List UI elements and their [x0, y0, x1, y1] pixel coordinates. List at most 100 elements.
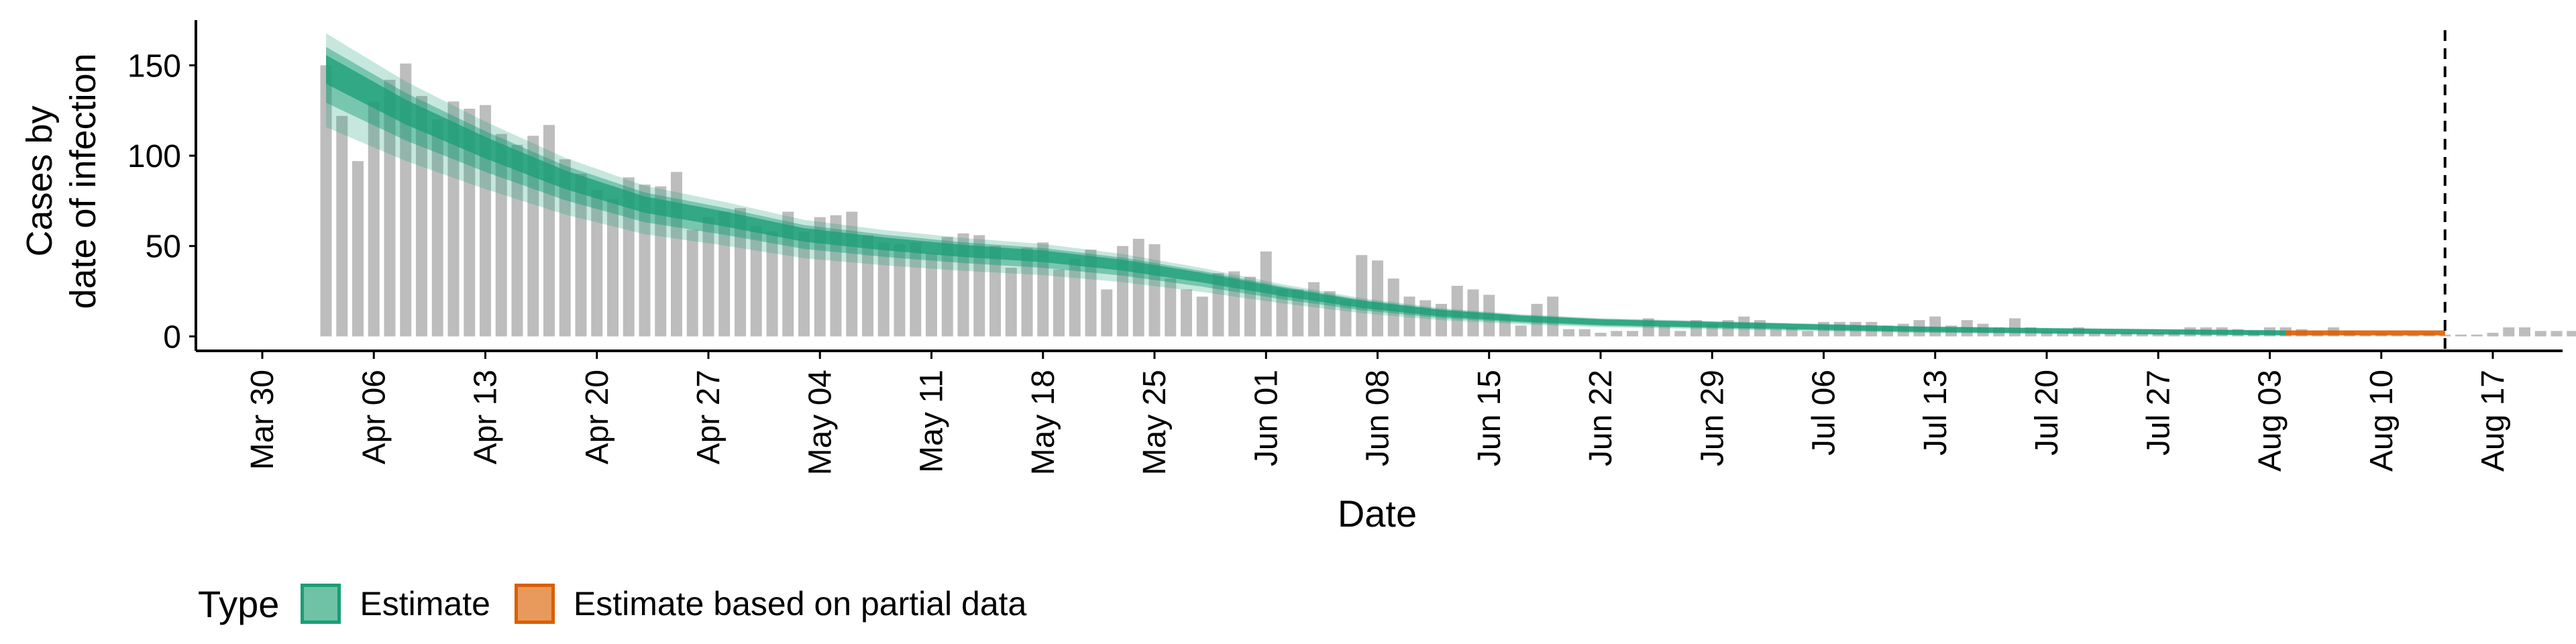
x-axis-title: Date: [1338, 492, 1417, 535]
case-bar: [782, 211, 794, 337]
x-tick-label: Jul 13: [1918, 370, 1953, 455]
case-bar: [1595, 333, 1607, 337]
legend-label-estimate: Estimate: [360, 585, 490, 623]
case-bar: [1101, 289, 1113, 337]
case-bar: [1196, 297, 1208, 337]
case-bar: [336, 115, 348, 337]
case-bar: [2152, 333, 2164, 337]
y-tick-label: 100: [127, 139, 181, 174]
case-bar: [384, 79, 396, 337]
case-bar: [1372, 260, 1383, 337]
x-tick-label: Apr 13: [468, 370, 504, 464]
case-bar: [894, 244, 906, 337]
case-bar: [2439, 334, 2451, 337]
case-bar: [1069, 258, 1081, 337]
case-bar: [2407, 334, 2419, 337]
case-bar: [718, 211, 731, 337]
x-tick-label: Jun 29: [1695, 370, 1730, 466]
case-bar: [2392, 334, 2403, 337]
x-tick-label: Aug 17: [2475, 370, 2511, 472]
case-bar: [400, 63, 412, 337]
case-bar: [1770, 329, 1782, 337]
case-bar: [464, 109, 476, 337]
case-bar: [368, 101, 380, 337]
case-bar: [559, 159, 571, 337]
case-bar: [1021, 248, 1033, 337]
case-bar: [607, 199, 619, 337]
case-bar: [1515, 325, 1527, 337]
case-bar: [527, 136, 539, 337]
y-tick-label: 50: [146, 229, 181, 265]
legend: Type Estimate Estimate based on partial …: [198, 577, 1051, 631]
case-bar: [591, 190, 603, 337]
case-bar: [1260, 251, 1272, 337]
case-bar: [941, 237, 953, 337]
y-axis-title: Cases by date of infection: [19, 53, 103, 309]
legend-key-estimate: [301, 584, 341, 624]
case-bar: [1053, 269, 1065, 337]
case-bar: [2088, 331, 2100, 337]
case-bar: [2551, 331, 2563, 337]
case-bar: [750, 226, 762, 337]
case-bar: [2519, 327, 2530, 337]
case-bar: [639, 184, 651, 337]
y-tick-label: 150: [127, 48, 181, 84]
case-bar: [575, 173, 587, 337]
x-tick-label: May 25: [1137, 370, 1173, 475]
case-bar: [1356, 255, 1368, 337]
case-bar: [1148, 244, 1161, 337]
case-bar: [1276, 289, 1288, 337]
case-bar: [1244, 276, 1256, 337]
case-bar: [1451, 286, 1463, 337]
plot-area: 0 50 100 150 Mar 30 Apr 06 Apr 13 Apr 20 Apr 27 M…: [127, 20, 2576, 475]
case-bar: [1611, 331, 1623, 337]
x-tick-label: Jun 01: [1248, 370, 1284, 466]
x-tick-label: May 18: [1026, 370, 1061, 475]
estimate-band: [326, 55, 2286, 335]
x-tick-label: Apr 06: [356, 370, 392, 464]
case-bar: [989, 246, 1001, 337]
case-bar: [1132, 238, 1144, 337]
case-bar: [511, 144, 523, 337]
case-bar: [910, 242, 922, 337]
case-bar: [2503, 327, 2515, 337]
case-bar: [798, 231, 810, 337]
case-bar: [1786, 327, 1798, 337]
x-tick-label: Jul 20: [2029, 370, 2065, 455]
case-bar: [2041, 331, 2053, 337]
cases-by-infection-chart: Cases by date of infection 0 50 100 150 Mar …: [19, 20, 2576, 535]
case-bar: [1037, 242, 1049, 337]
case-bar: [1292, 289, 1304, 337]
case-bar: [735, 208, 746, 337]
case-bar: [352, 161, 364, 337]
x-tick-label: Jun 15: [1472, 370, 1507, 466]
case-bar: [862, 235, 873, 337]
case-bar: [1085, 250, 1097, 337]
case-bar: [623, 177, 635, 337]
case-bar: [2104, 333, 2116, 337]
case-bar: [1627, 331, 1638, 337]
case-bar: [1658, 325, 1670, 337]
x-tick-label: May 04: [802, 370, 838, 475]
case-bar: [957, 233, 969, 337]
legend-key-partial: [514, 584, 555, 624]
x-tick-label: Jun 08: [1360, 370, 1396, 466]
case-bar: [766, 231, 778, 337]
x-tick-label: Apr 20: [580, 370, 615, 464]
case-bar: [2137, 333, 2148, 337]
case-bar: [2359, 334, 2371, 337]
case-bar: [1212, 273, 1224, 337]
x-tick-label: May 11: [914, 370, 950, 473]
case-bar: [2567, 331, 2576, 337]
case-bar: [1005, 268, 1017, 337]
case-bar: [1165, 278, 1177, 337]
legend-title: Type: [198, 582, 280, 625]
x-tick-label: Aug 10: [2364, 370, 2400, 472]
case-bar: [495, 133, 507, 337]
case-bar: [814, 217, 826, 337]
case-bar: [702, 217, 714, 337]
case-bar: [1578, 329, 1591, 337]
legend-label-partial: Estimate based on partial data: [573, 585, 1027, 623]
case-bar: [2057, 331, 2069, 337]
case-bar: [431, 119, 443, 337]
